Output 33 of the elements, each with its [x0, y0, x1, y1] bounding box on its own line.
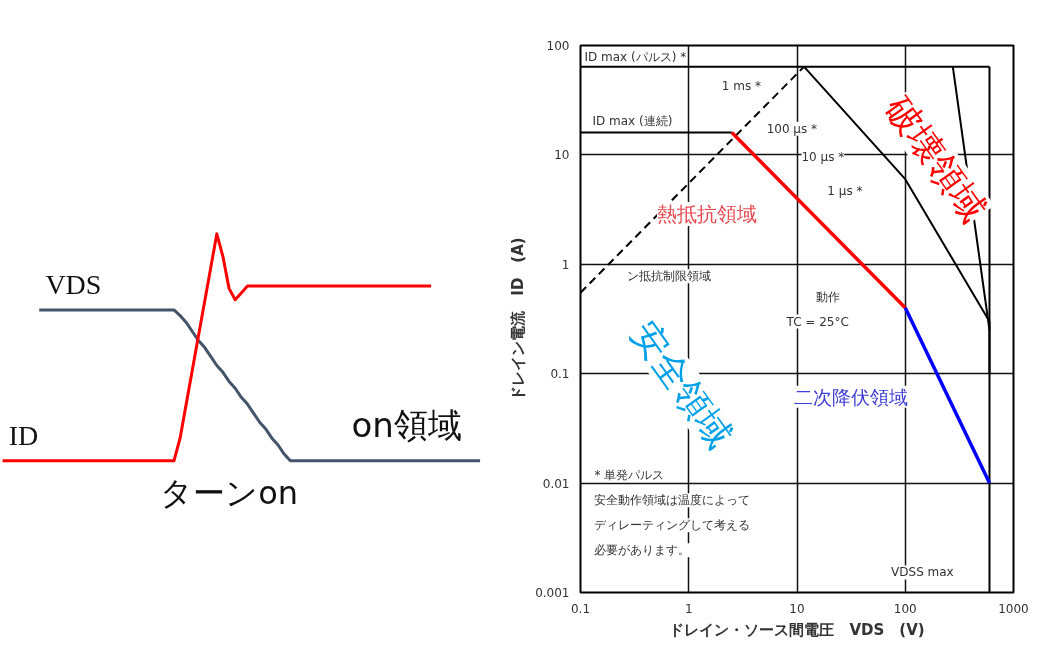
annotation: ID max (連続) [592, 113, 673, 128]
annotation: 二次降伏領域 [794, 385, 909, 408]
text: ターンon [160, 473, 298, 512]
x-tick-label: 1 [684, 601, 693, 616]
annotation: VDSS max [891, 565, 954, 580]
y-tick-label: 100 [546, 39, 570, 53]
annotation: 安全領域 [623, 314, 741, 456]
y-tick-label: 0.1 [550, 367, 570, 382]
annotation: 破壊領域 [876, 87, 995, 230]
annotation: 熱抵抗領域 [656, 202, 757, 227]
annotation: 安全動作領域は温度によってディレーティングして考える必要があります。 [594, 493, 751, 558]
series-label: ID [8, 419, 39, 451]
y-axis-title: ドレイン電流 ID (A) [509, 237, 528, 401]
x-tick-label: 1000 [998, 601, 1029, 616]
y-tick-label: 0.001 [535, 586, 570, 600]
annotation: 10 μs * [801, 149, 845, 164]
annotation: 100 μs * [766, 121, 818, 136]
y-tick-label: 0.01 [542, 476, 570, 491]
x-axis-title: ドレイン・ソース間電圧 VDS (V) [669, 620, 925, 639]
series-label: VDS [45, 268, 102, 300]
x-tick-label: 100 [893, 601, 917, 616]
y-tick-label: 1 [561, 257, 570, 272]
annotation: TC = 25°C [785, 314, 849, 329]
annotation: 動作 [816, 290, 841, 305]
annotation: 1 ms * [721, 78, 762, 93]
x-tick-label: 10 [789, 601, 805, 616]
annotation: ン抵抗制限領域 [627, 269, 712, 284]
annotation: 1 μs * [827, 184, 863, 199]
annotation: on領域 [351, 404, 462, 445]
annotation: * 単発パルス [594, 468, 665, 483]
annotation: ID max (パルス) * [584, 49, 687, 64]
x-tick-label: 0.1 [570, 601, 591, 616]
y-tick-label: 10 [554, 148, 570, 163]
